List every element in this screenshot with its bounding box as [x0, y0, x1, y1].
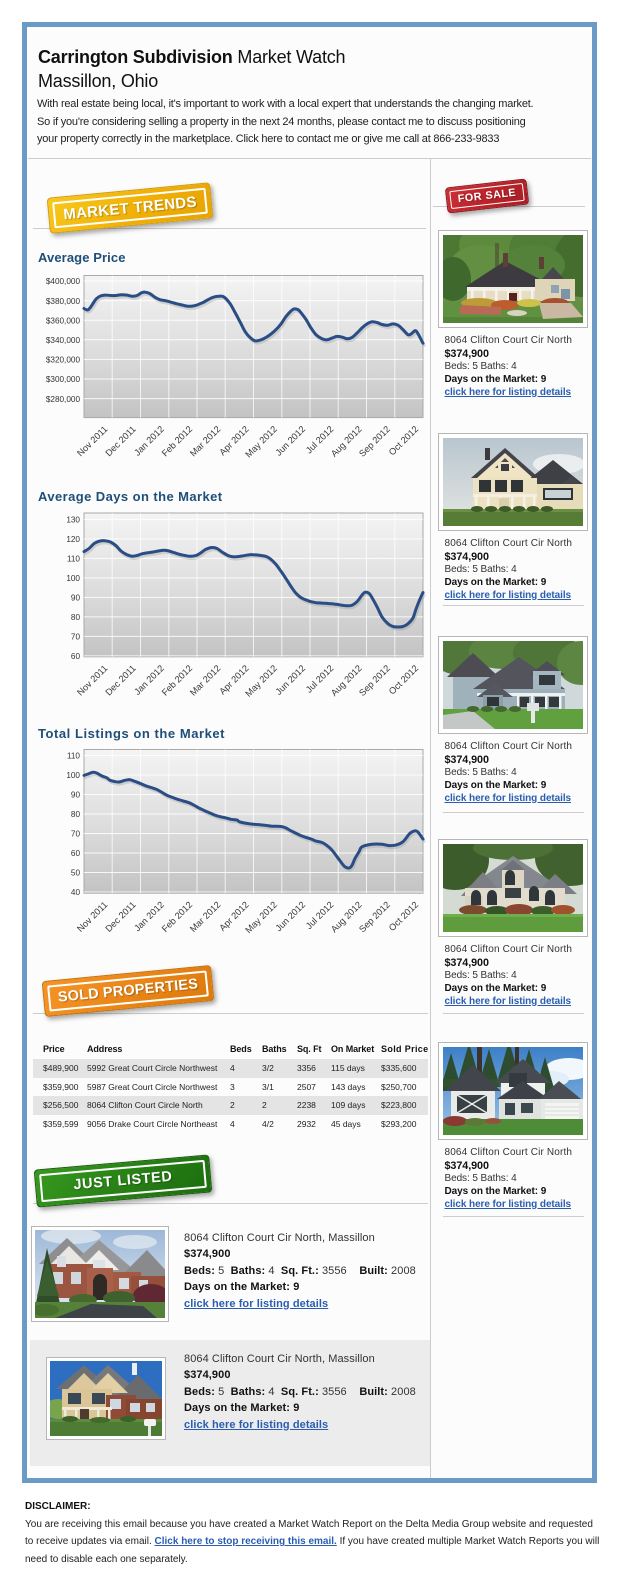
svg-text:90: 90	[71, 594, 81, 603]
svg-text:$280,000: $280,000	[46, 395, 81, 404]
svg-text:Sep 2012: Sep 2012	[357, 424, 392, 459]
svg-text:Dec 2011: Dec 2011	[103, 424, 137, 458]
svg-text:100: 100	[66, 771, 80, 780]
svg-text:Jun 2012: Jun 2012	[274, 424, 308, 458]
svg-text:Oct 2012: Oct 2012	[387, 424, 420, 457]
svg-text:Mar 2012: Mar 2012	[188, 424, 223, 459]
svg-text:70: 70	[71, 633, 81, 642]
svg-text:90: 90	[71, 791, 81, 800]
svg-text:130: 130	[66, 516, 80, 525]
svg-text:Sep 2012: Sep 2012	[357, 900, 392, 935]
svg-text:100: 100	[66, 574, 80, 583]
svg-text:70: 70	[71, 830, 81, 839]
svg-text:40: 40	[71, 888, 81, 897]
svg-text:50: 50	[71, 869, 81, 878]
svg-text:80: 80	[71, 613, 81, 622]
svg-text:60: 60	[71, 652, 81, 661]
svg-text:Oct 2012: Oct 2012	[387, 900, 420, 933]
svg-text:$340,000: $340,000	[46, 336, 81, 345]
svg-text:110: 110	[67, 555, 80, 564]
svg-text:Mar 2012: Mar 2012	[188, 663, 223, 698]
svg-text:Jun 2012: Jun 2012	[274, 663, 308, 697]
svg-text:Dec 2011: Dec 2011	[103, 663, 137, 697]
svg-text:$300,000: $300,000	[46, 375, 81, 384]
svg-text:Oct 2012: Oct 2012	[387, 663, 420, 696]
svg-text:Jun 2012: Jun 2012	[274, 900, 308, 934]
svg-text:$360,000: $360,000	[46, 316, 81, 325]
svg-text:$320,000: $320,000	[46, 356, 81, 365]
svg-text:Sep 2012: Sep 2012	[357, 663, 392, 698]
svg-text:$380,000: $380,000	[46, 297, 81, 306]
svg-text:120: 120	[66, 535, 80, 544]
svg-text:Mar 2012: Mar 2012	[188, 900, 223, 935]
svg-text:110: 110	[67, 752, 80, 761]
svg-text:60: 60	[71, 849, 81, 858]
svg-text:80: 80	[71, 810, 81, 819]
svg-text:Dec 2011: Dec 2011	[103, 900, 137, 934]
svg-text:$400,000: $400,000	[46, 277, 81, 286]
